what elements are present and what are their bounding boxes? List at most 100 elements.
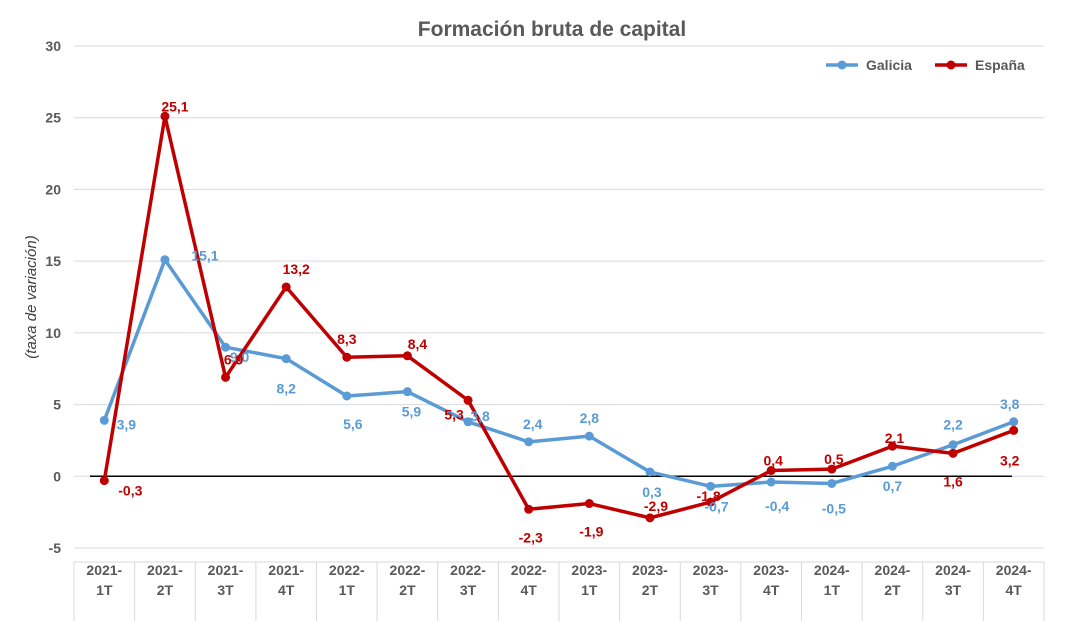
data-label-espa-a: -2,9 [644,498,668,514]
data-point-espa-a [645,513,655,523]
data-label-galicia: 3,8 [1000,396,1020,412]
x-tick-label: 2021- [86,562,122,578]
data-point-galicia [584,431,594,441]
x-tick-label: 4T [278,582,295,598]
data-label-espa-a: 0,5 [824,451,844,467]
data-point-espa-a [221,372,231,382]
x-tick-label: 4T [763,582,780,598]
x-tick-label: 2021- [147,562,183,578]
data-point-galicia [766,477,776,487]
data-point-galicia [887,461,897,471]
x-tick-label: 2022- [450,562,486,578]
data-point-galicia [827,478,837,488]
series-lines [99,111,1019,523]
x-tick-label: 3T [702,582,719,598]
x-tick-label: 2021- [268,562,304,578]
y-tick-label: 30 [45,38,61,54]
data-label-espa-a: -1,8 [697,488,721,504]
x-tick-label: 2T [642,582,659,598]
series-line-galicia [102,257,1015,489]
y-axis-label: (taxa de variación) [23,235,40,358]
data-point-galicia [99,415,109,425]
data-point-espa-a [706,497,716,507]
x-tick-label: 2023- [571,562,607,578]
data-label-espa-a: -1,9 [579,524,603,540]
x-tick-label: 2024- [996,562,1032,578]
data-label-espa-a: 8,3 [337,331,357,347]
data-point-espa-a [281,282,291,292]
x-tick-label: 1T [96,582,113,598]
x-tick-label: 1T [581,582,598,598]
x-tick-label: 2022- [390,562,426,578]
data-point-espa-a [584,499,594,509]
x-tick-label: 1T [824,582,841,598]
data-point-espa-a [402,351,412,361]
chart-title: Formación bruta de capital [418,18,686,41]
data-label-espa-a: -0,3 [118,483,142,499]
data-label-galicia: -0,5 [822,500,846,516]
data-label-espa-a: 25,1 [161,98,188,114]
data-point-galicia [160,255,170,265]
data-label-galicia: 9,0 [230,349,250,365]
x-tick-label: 3T [217,582,234,598]
gridlines [74,45,1044,549]
legend-marker [837,60,847,70]
x-tick-label: 2022- [511,562,547,578]
data-label-galicia: 15,1 [191,248,218,264]
x-tick-label: 2024- [935,562,971,578]
data-label-galicia: 0,3 [642,484,662,500]
data-label-espa-a: 6,9 [224,351,244,367]
data-label-galicia: 3,8 [470,408,490,424]
legend-label: España [975,57,1025,73]
data-point-galicia [281,354,291,364]
data-label-espa-a: 3,2 [1000,452,1020,468]
data-label-galicia: 2,2 [943,417,963,433]
x-tick-label: 3T [945,582,962,598]
data-point-espa-a [766,466,776,476]
data-point-galicia [524,437,534,447]
data-label-espa-a: -2,3 [519,529,543,545]
y-tick-label: 25 [45,110,61,126]
data-point-espa-a [1009,425,1019,435]
data-point-espa-a [887,441,897,451]
y-axis-ticks: -5 0 5 10 15 20 25 30 [45,38,61,556]
data-point-espa-a [342,352,352,362]
x-tick-label: 2024- [814,562,850,578]
data-point-galicia [342,391,352,401]
data-point-galicia [948,440,958,450]
x-tick-label: 1T [339,582,356,598]
y-tick-label: -5 [49,540,62,556]
data-point-galicia [645,467,655,477]
data-point-galicia [221,342,231,352]
data-label-espa-a: 2,1 [885,430,905,446]
y-tick-label: 20 [45,181,61,197]
x-tick-label: 2021- [208,562,244,578]
data-label-galicia: 3,9 [117,416,137,432]
x-tick-label: 2024- [875,562,911,578]
data-labels: 3,9 15,1 9,0 8,2 5,6 5,9 3,8 2,4 2,8 0,3 -0,7 -0,4 -… [117,98,1020,545]
data-point-espa-a [99,476,109,486]
data-label-galicia: -0,7 [705,498,729,514]
data-label-galicia: 0,7 [883,478,903,494]
x-tick-label: 2T [399,582,416,598]
data-label-espa-a: 1,6 [943,473,963,489]
data-point-espa-a [948,448,958,458]
data-point-galicia [402,387,412,397]
legend-label: Galicia [866,57,912,73]
data-label-galicia: 5,6 [343,416,363,432]
data-point-galicia [706,481,716,491]
data-label-espa-a: 13,2 [283,261,310,277]
data-point-espa-a [827,464,837,474]
legend-marker [946,60,956,70]
series-line-espa-a [102,114,1015,520]
data-point-espa-a [524,504,534,514]
data-label-galicia: 5,9 [402,404,422,420]
x-tick-label: 2T [157,582,174,598]
y-tick-label: 5 [53,397,61,413]
x-tick-label: 2023- [632,562,668,578]
y-tick-label: 15 [45,253,61,269]
x-tick-label: 2T [884,582,901,598]
data-label-galicia: -0,4 [765,498,789,514]
legend: Galicia España [826,57,1025,73]
